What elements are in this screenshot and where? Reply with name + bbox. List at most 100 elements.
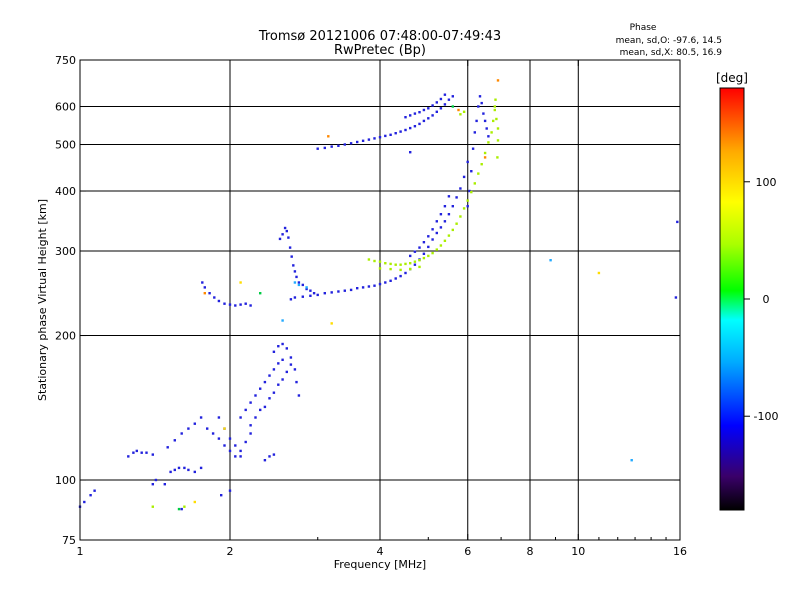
data-point [418, 259, 421, 262]
data-point [483, 119, 487, 123]
data-point [477, 105, 480, 108]
data-point [309, 289, 312, 292]
data-point [443, 93, 447, 96]
data-point [439, 97, 443, 101]
data-point [305, 287, 308, 291]
data-point [427, 245, 430, 249]
data-point [485, 127, 488, 130]
x-tick-label: 16 [673, 545, 687, 558]
data-point [361, 139, 365, 142]
data-point [384, 134, 387, 138]
data-point [373, 137, 376, 140]
data-point [272, 453, 276, 456]
data-point [234, 455, 237, 458]
data-point [409, 267, 412, 271]
data-point [239, 416, 242, 419]
data-point [373, 284, 376, 287]
data-point [470, 170, 473, 173]
data-point [427, 117, 430, 120]
data-point [244, 408, 247, 412]
data-point [89, 494, 92, 497]
data-point [201, 281, 204, 284]
data-point [127, 455, 130, 458]
data-point [404, 271, 407, 275]
data-point [285, 370, 288, 374]
x-axis-label: Frequency [MHz] [334, 558, 426, 571]
data-point [169, 470, 172, 474]
data-point [480, 101, 483, 105]
data-point [427, 254, 430, 258]
data-point [312, 292, 316, 295]
data-point [630, 459, 633, 462]
y-tick-label: 100 [55, 474, 76, 487]
data-point [309, 294, 312, 297]
data-point [451, 228, 454, 232]
data-point [330, 291, 333, 294]
data-point [268, 455, 271, 458]
data-point [435, 248, 438, 251]
data-point [356, 140, 359, 144]
data-point [316, 293, 319, 297]
data-point [496, 139, 500, 142]
data-point [466, 199, 469, 202]
data-point [409, 114, 412, 117]
data-point [239, 281, 242, 284]
data-point [389, 262, 392, 266]
data-point [223, 427, 226, 430]
data-point [496, 79, 500, 82]
data-point [183, 466, 186, 470]
data-point [281, 319, 284, 322]
data-point [549, 259, 552, 262]
phase-header-title: Phase [630, 23, 657, 33]
y-tick-label: 75 [62, 534, 76, 547]
data-point [475, 119, 478, 123]
data-point [259, 292, 262, 295]
x-tick-label: 2 [227, 545, 234, 558]
data-point [223, 444, 226, 447]
data-point [305, 286, 308, 289]
data-point [259, 387, 262, 390]
data-point [288, 246, 292, 249]
data-point [493, 105, 496, 108]
data-point [180, 432, 183, 435]
data-point [482, 112, 485, 115]
data-point [228, 489, 232, 492]
data-point [431, 104, 434, 107]
data-point [459, 113, 462, 116]
data-point [234, 304, 237, 307]
data-point [154, 478, 158, 482]
data-point [422, 108, 426, 112]
data-point [297, 394, 301, 397]
data-point [367, 258, 371, 261]
data-point [399, 268, 402, 272]
data-point [422, 256, 426, 260]
data-point [389, 279, 392, 282]
data-point [435, 110, 438, 113]
data-point [422, 252, 426, 255]
data-point [455, 196, 458, 199]
data-point [431, 238, 434, 241]
data-point [337, 290, 340, 293]
data-point [427, 107, 430, 110]
data-point [293, 281, 297, 284]
data-point [289, 363, 293, 366]
data-point [378, 136, 382, 139]
data-point [413, 250, 417, 253]
data-point [435, 231, 438, 235]
data-point [409, 254, 412, 258]
data-point [674, 296, 678, 299]
data-point [259, 408, 262, 412]
data-point [451, 105, 454, 108]
data-point [281, 233, 284, 236]
data-point [211, 432, 215, 435]
data-point [431, 251, 434, 255]
data-point [418, 111, 421, 114]
colorbar-tick-label: 0 [763, 293, 770, 306]
data-layer [78, 79, 679, 511]
data-point [177, 466, 181, 470]
data-point [263, 380, 267, 384]
data-point [459, 187, 462, 190]
data-point [289, 356, 293, 359]
data-point [239, 449, 242, 453]
data-point [173, 468, 176, 472]
